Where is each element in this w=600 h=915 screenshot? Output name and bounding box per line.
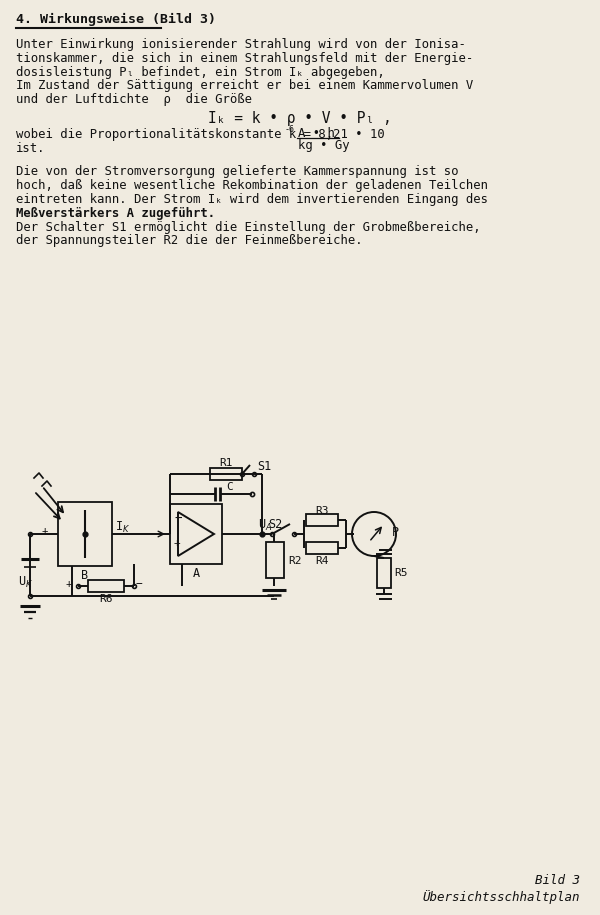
Text: Der Schalter S1 ermöglicht die Einstellung der Grobmeßbereiche,: Der Schalter S1 ermöglicht die Einstellu… <box>16 221 481 233</box>
Bar <box>170 504 222 564</box>
Text: dosisleistung Pₗ befindet, ein Strom Iₖ abgegeben,: dosisleistung Pₗ befindet, ein Strom Iₖ … <box>16 66 385 79</box>
Text: R3: R3 <box>315 506 329 516</box>
Text: B: B <box>82 569 89 582</box>
Text: +: + <box>66 579 72 589</box>
Bar <box>306 542 338 554</box>
Text: R4: R4 <box>315 556 329 566</box>
Text: tionskammer, die sich in einem Strahlungsfeld mit der Energie-: tionskammer, die sich in einem Strahlung… <box>16 52 473 65</box>
Text: Iₖ = k • ρ • V • Pₗ ,: Iₖ = k • ρ • V • Pₗ , <box>208 111 392 126</box>
Text: kg • Gy: kg • Gy <box>298 138 349 152</box>
Text: eintreten kann. Der Strom Iₖ wird dem invertierenden Eingang des: eintreten kann. Der Strom Iₖ wird dem in… <box>16 193 488 206</box>
Text: A • h: A • h <box>298 127 334 140</box>
Text: Meßverstärkers A zugeführt.: Meßverstärkers A zugeführt. <box>16 207 215 220</box>
Text: A: A <box>193 567 200 580</box>
Bar <box>266 542 284 578</box>
Text: P: P <box>392 526 399 539</box>
Text: −: − <box>136 579 143 589</box>
Text: hoch, daß keine wesentliche Rekombination der geladenen Teilchen: hoch, daß keine wesentliche Rekombinatio… <box>16 179 488 192</box>
Text: Unter Einwirkung ionisierender Strahlung wird von der Ionisa-: Unter Einwirkung ionisierender Strahlung… <box>16 38 466 51</box>
Text: U$_A$: U$_A$ <box>258 518 272 533</box>
Text: −: − <box>174 512 182 525</box>
Text: R6: R6 <box>99 594 113 604</box>
Text: Bild 3: Bild 3 <box>535 874 580 887</box>
Text: R5: R5 <box>394 568 407 578</box>
Text: S2: S2 <box>268 518 282 531</box>
Text: S1: S1 <box>257 460 271 473</box>
Text: R2: R2 <box>288 556 302 566</box>
Bar <box>58 502 112 566</box>
Text: ist.: ist. <box>16 142 46 155</box>
Text: +: + <box>174 538 181 548</box>
Text: U$_K$: U$_K$ <box>19 575 34 590</box>
Text: 4. Wirkungsweise (Bild 3): 4. Wirkungsweise (Bild 3) <box>16 13 216 27</box>
Text: I$_K$: I$_K$ <box>115 520 130 535</box>
Text: Im Zustand der Sättigung erreicht er bei einem Kammervolumen V: Im Zustand der Sättigung erreicht er bei… <box>16 80 473 92</box>
Text: -6: -6 <box>284 124 295 134</box>
Text: Die von der Stromversorgung gelieferte Kammerspannung ist so: Die von der Stromversorgung gelieferte K… <box>16 166 458 178</box>
Bar <box>88 580 124 592</box>
Text: Übersichtsschhaltplan: Übersichtsschhaltplan <box>422 890 580 904</box>
Text: +: + <box>41 526 47 536</box>
Text: C: C <box>226 482 233 492</box>
Bar <box>377 558 391 588</box>
Text: und der Luftdichte  ρ  die Größe: und der Luftdichte ρ die Größe <box>16 93 252 106</box>
Text: wobei die Proportionalitätskonstante k = 8,21 • 10: wobei die Proportionalitätskonstante k =… <box>16 128 385 141</box>
Text: R1: R1 <box>219 458 233 468</box>
Bar <box>210 468 242 480</box>
Text: der Spannungsteiler R2 die der Feinmeßbereiche.: der Spannungsteiler R2 die der Feinmeßbe… <box>16 234 362 247</box>
Bar <box>306 514 338 526</box>
